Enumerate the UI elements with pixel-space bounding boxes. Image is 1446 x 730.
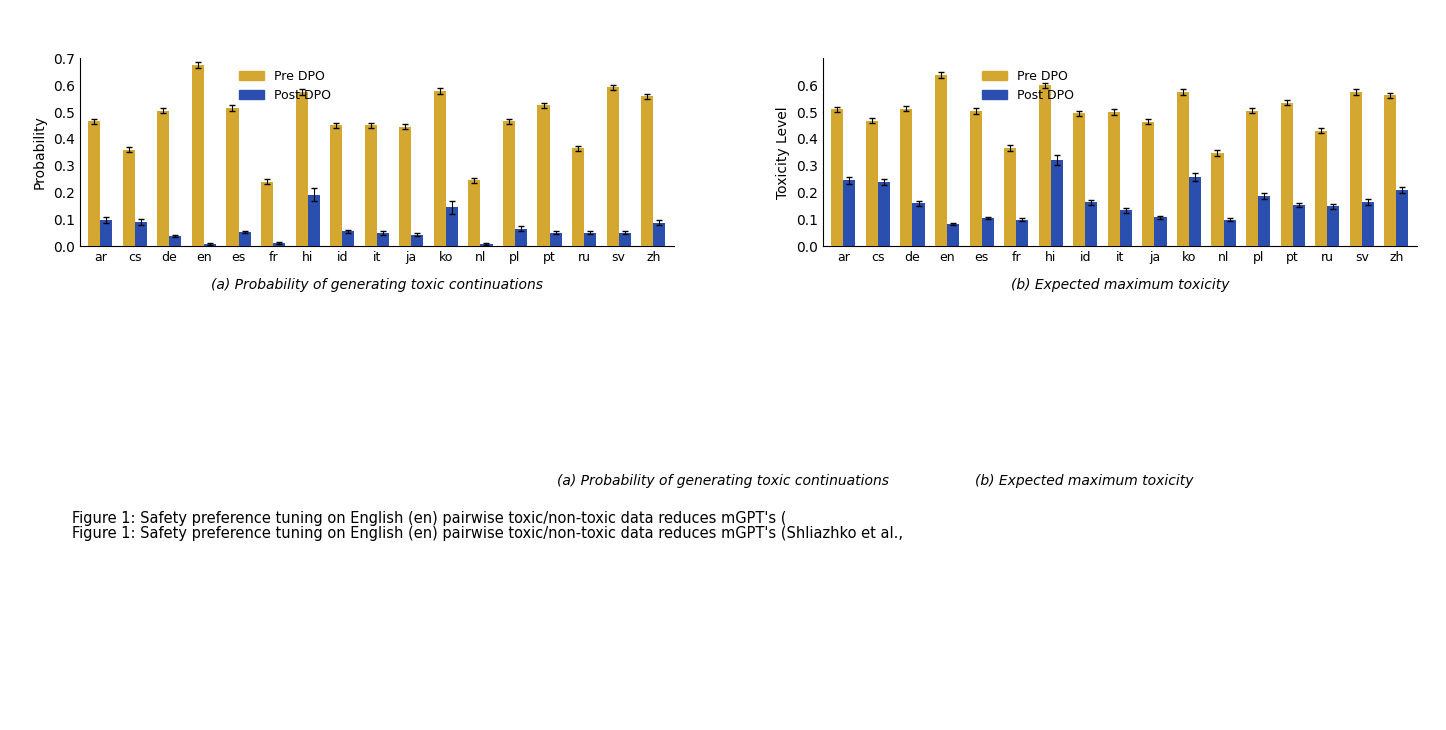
Bar (607, 88, 619, 246)
Bar (295, 92, 308, 246)
Y-axis label: Probability: Probability (33, 115, 48, 189)
Bar (100, 220, 113, 246)
Bar (947, 224, 959, 246)
Bar (538, 105, 549, 246)
Bar (343, 231, 354, 246)
Bar (1258, 196, 1270, 246)
Bar (1051, 160, 1063, 246)
Bar (204, 244, 215, 246)
Text: (a) Probability of generating toxic continuations: (a) Probability of generating toxic cont… (557, 474, 889, 488)
Text: (b) Expected maximum toxicity: (b) Expected maximum toxicity (975, 474, 1194, 488)
Bar (1349, 92, 1362, 246)
Bar (1314, 131, 1327, 246)
Bar (192, 65, 204, 246)
Legend: Pre DPO, Post DPO: Pre DPO, Post DPO (977, 65, 1080, 107)
Bar (1189, 177, 1202, 246)
Bar (969, 111, 982, 246)
Bar (573, 148, 584, 246)
Bar (641, 96, 654, 246)
Bar (549, 233, 561, 246)
Bar (239, 232, 250, 246)
Text: Figure 1: Safety preference tuning on English (en) pairwise toxic/non-toxic data: Figure 1: Safety preference tuning on En… (72, 526, 904, 541)
Y-axis label: Toxicity Level: Toxicity Level (777, 106, 790, 199)
Bar (330, 126, 343, 246)
Bar (158, 111, 169, 246)
Bar (843, 180, 856, 246)
Text: Figure 1: Safety preference tuning on English (en) pairwise toxic/non-toxic data: Figure 1: Safety preference tuning on En… (72, 511, 787, 526)
Bar (123, 150, 134, 246)
Bar (1177, 92, 1189, 246)
Bar (1108, 112, 1119, 246)
X-axis label: (a) Probability of generating toxic continuations: (a) Probability of generating toxic cont… (211, 278, 542, 292)
Bar (260, 182, 273, 246)
Bar (866, 120, 878, 246)
Bar (1119, 210, 1132, 246)
Bar (1397, 190, 1408, 246)
Bar (982, 218, 993, 246)
Bar (227, 108, 239, 246)
Bar (469, 180, 480, 246)
Bar (399, 127, 411, 246)
X-axis label: (b) Expected maximum toxicity: (b) Expected maximum toxicity (1011, 278, 1229, 292)
Bar (88, 121, 100, 246)
Bar (619, 233, 630, 246)
Bar (912, 203, 924, 246)
Bar (584, 233, 596, 246)
Legend: Pre DPO, Post DPO: Pre DPO, Post DPO (234, 65, 337, 107)
Bar (503, 121, 515, 246)
Bar (445, 207, 458, 246)
Bar (273, 243, 285, 246)
Bar (654, 223, 665, 246)
Bar (1038, 85, 1051, 246)
Bar (831, 110, 843, 246)
Bar (1086, 202, 1098, 246)
Bar (1327, 207, 1339, 246)
Bar (1281, 103, 1293, 246)
Bar (1142, 122, 1154, 246)
Bar (308, 195, 320, 246)
Bar (480, 244, 493, 246)
Bar (901, 109, 912, 246)
Bar (377, 233, 389, 246)
Bar (1246, 111, 1258, 246)
Bar (169, 236, 182, 246)
Bar (515, 228, 528, 246)
Bar (1073, 113, 1086, 246)
Bar (878, 182, 889, 246)
Bar (364, 126, 377, 246)
Bar (134, 222, 147, 246)
Bar (1004, 148, 1017, 246)
Bar (1293, 205, 1304, 246)
Bar (1362, 202, 1374, 246)
Bar (1154, 218, 1167, 246)
Bar (434, 91, 445, 246)
Bar (411, 234, 424, 246)
Bar (936, 75, 947, 246)
Bar (1223, 220, 1236, 246)
Bar (1212, 153, 1223, 246)
Bar (1384, 96, 1397, 246)
Bar (1017, 220, 1028, 246)
